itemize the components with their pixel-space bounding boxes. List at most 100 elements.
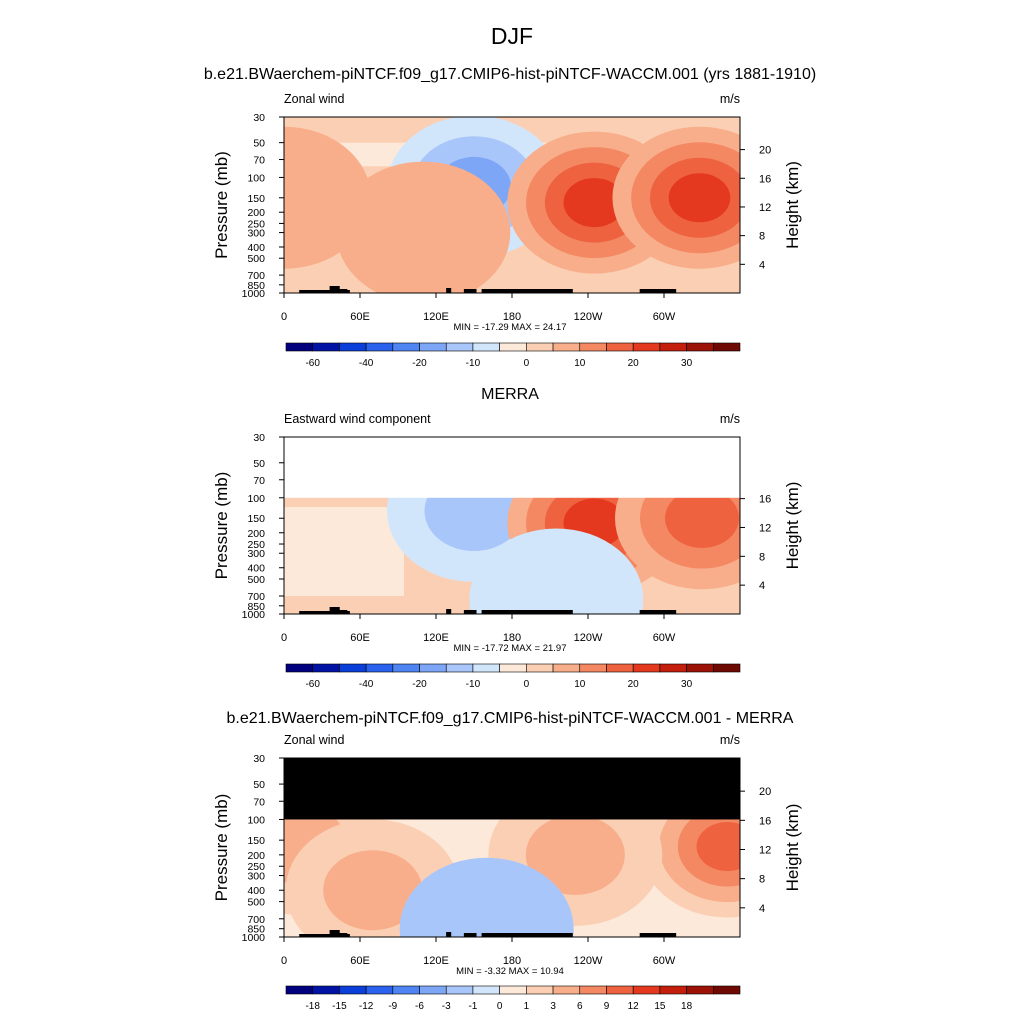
y2tick-label: 4 [759,580,765,592]
colorbar-swatch [285,663,314,673]
y2tick-label: 20 [759,786,771,798]
ytick-label: 300 [247,228,265,240]
ytick-label: 300 [247,871,265,883]
colorbar-swatch [339,985,367,995]
xtick-label: 60E [350,632,370,644]
colorbar-swatch [312,985,340,995]
colorbar-swatch [365,663,394,673]
colorbar-label: 0 [524,358,530,369]
xtick-label: 60W [653,955,676,967]
ytick-label: 700 [247,270,265,282]
min-max-label: MIN = -17.29 MAX = 24.17 [453,322,566,333]
ytick-label: 50 [253,138,265,150]
colorbar-swatch [392,342,420,352]
y2tick-label: 16 [759,173,771,185]
ytick-label: 50 [253,779,265,791]
xtick-label: 180 [503,632,521,644]
colorbar-label: 9 [604,1001,610,1012]
xtick-label: 120E [423,632,449,644]
colorbar-label: -40 [359,679,374,690]
ytick-label: 150 [247,835,265,847]
contour-5-1 [336,161,511,293]
panels: b.e21.BWaerchem-piNTCF.f09_g17.CMIP6-his… [204,66,816,1012]
colorbar-label: -12 [359,1001,374,1012]
xtick-label: 0 [281,632,287,644]
ytick-label: 100 [247,493,265,505]
y2tick-label: 20 [759,145,771,157]
contour-4-2 [525,814,625,895]
colorbar-swatch [632,342,661,352]
colorbar-label: 15 [654,1001,666,1012]
colorbar-swatch [606,663,634,673]
ytick-label: 400 [247,242,265,254]
topography-4 [446,932,452,937]
colorbar-label: -6 [415,1001,424,1012]
colorbar-swatch [499,663,527,673]
panel-title: b.e21.BWaerchem-piNTCF.f09_g17.CMIP6-his… [204,66,816,83]
y2tick-label: 12 [759,202,771,214]
colorbar-swatch [552,985,581,995]
data-field [284,437,740,614]
y2tick-label: 8 [759,231,765,243]
y2tick-label: 4 [759,259,765,271]
colorbar-swatch [365,985,394,995]
ytick-label: 150 [247,193,265,205]
topography-7 [639,289,677,293]
y2-axis-label: Height (km) [783,804,802,892]
colorbar-swatch [712,342,741,352]
panel-units-label: m/s [720,412,740,426]
ytick-label: 70 [253,155,265,167]
xtick-label: 180 [503,955,521,967]
ytick-label: 100 [247,172,265,184]
colorbar-swatch [632,985,661,995]
ytick-label: 1000 [242,932,266,944]
topography-5 [463,610,477,614]
panel-title: b.e21.BWaerchem-piNTCF.f09_g17.CMIP6-his… [227,710,794,727]
panel-3: b.e21.BWaerchem-piNTCF.f09_g17.CMIP6-his… [212,710,802,1012]
west-blue-band [284,506,404,596]
y2tick-label: 4 [759,903,765,915]
panel-units-label: m/s [720,733,740,747]
xtick-label: 120W [574,632,603,644]
colorbar-swatch [445,342,474,352]
ytick-label: 30 [253,432,265,444]
colorbar-swatch [472,985,500,995]
colorbar-label: -20 [412,358,427,369]
ytick-label: 250 [247,218,265,230]
ytick-label: 300 [247,548,265,560]
data-field [284,117,740,293]
ytick-label: 400 [247,563,265,575]
panel-left-label: Zonal wind [284,733,344,747]
y2tick-label: 16 [759,815,771,827]
colorbar-swatch [552,663,581,673]
colorbar-swatch [686,342,714,352]
topography-3 [337,289,348,293]
ytick-label: 100 [247,814,265,826]
colorbar-swatch [419,663,447,673]
xtick-label: 60E [350,955,370,967]
xtick-label: 180 [503,311,521,323]
colorbar-swatch [445,663,474,673]
colorbar-label: 30 [681,358,693,369]
colorbar-swatch [579,342,607,352]
topography-1 [299,290,350,293]
xtick-label: 60W [653,632,676,644]
colorbar-swatch [686,985,714,995]
ytick-label: 70 [253,796,265,808]
y2tick-label: 16 [759,494,771,506]
contour-4-1 [469,528,644,614]
colorbar-label: -10 [466,679,481,690]
topography-3 [337,933,348,937]
colorbar-swatch [499,985,527,995]
xtick-label: 120E [423,311,449,323]
ytick-label: 850 [247,280,265,292]
xtick-label: 60W [653,311,676,323]
min-max-label: MIN = -3.32 MAX = 10.94 [456,966,564,977]
ytick-label: 500 [247,897,265,909]
contour-1-4 [696,822,740,872]
colorbar-label: 12 [628,1001,640,1012]
xtick-label: 120E [423,955,449,967]
figure-title: DJF [491,23,533,49]
colorbar-label: -60 [305,679,320,690]
colorbar: -60 -40 -20 -10 0 10 20 30 [285,663,741,690]
